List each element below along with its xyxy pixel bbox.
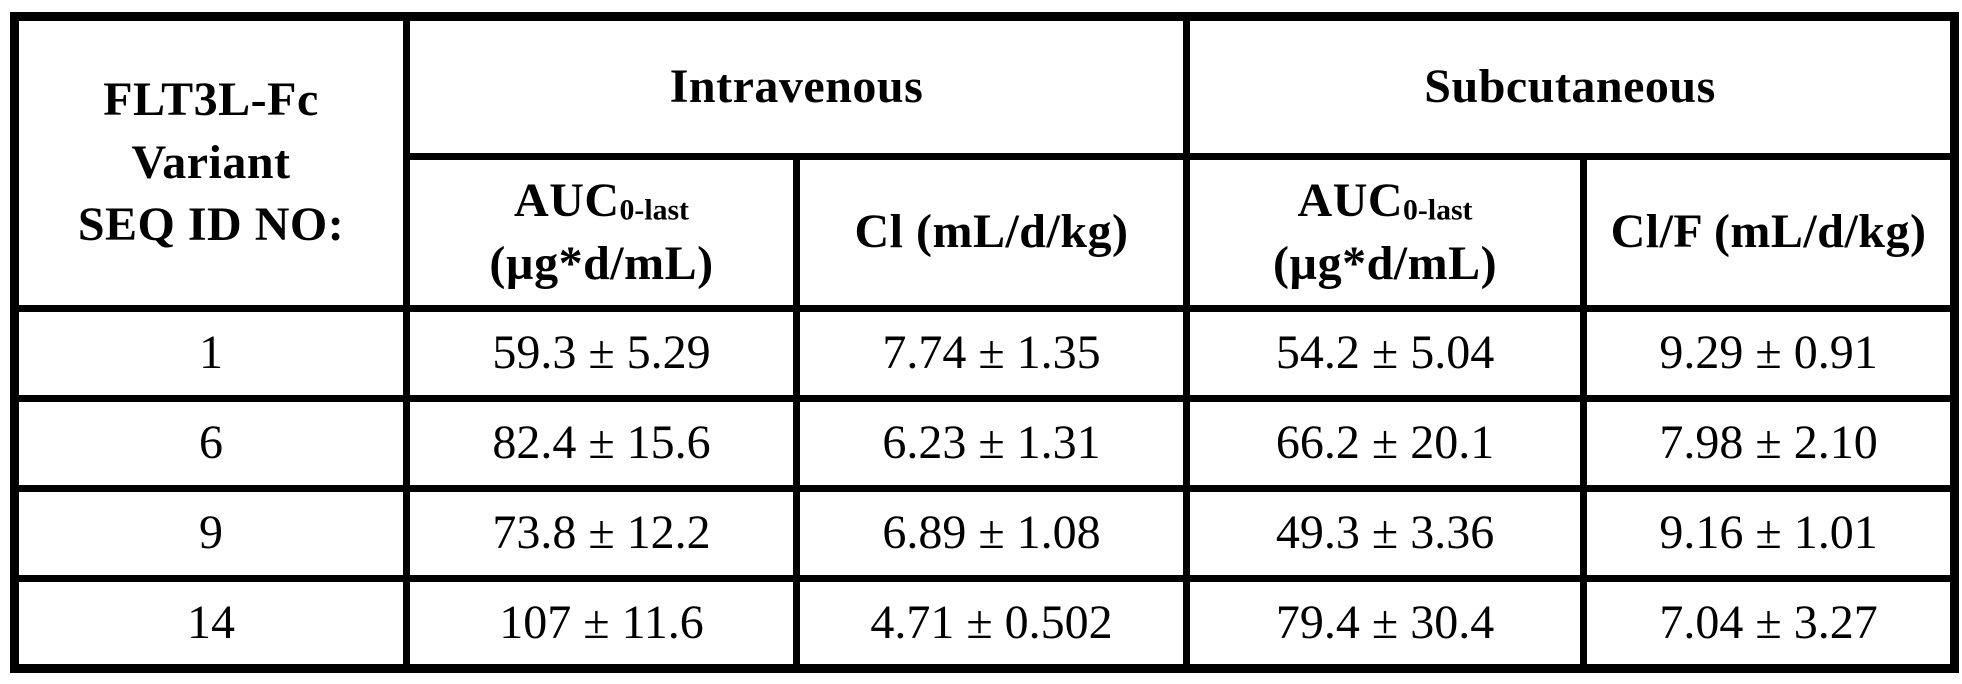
sc-clf-cell: 7.98 ± 2.10 bbox=[1580, 395, 1959, 492]
variant-cell: 14 bbox=[11, 575, 410, 672]
iv-auc-cell: 82.4 ± 15.6 bbox=[403, 395, 800, 492]
sc-auc-label: AUC bbox=[1297, 174, 1404, 228]
pk-parameters-table: FLT3L-Fc Variant SEQ ID NO: Intravenous … bbox=[10, 12, 1960, 673]
group-header-row: FLT3L-Fc Variant SEQ ID NO: Intravenous … bbox=[11, 13, 1959, 312]
iv-auc-subscript: 0-last bbox=[619, 193, 689, 227]
iv-auc-header-cell: AUC0-last (µg*d/mL) bbox=[403, 153, 800, 312]
iv-auc-cell: 107 ± 11.6 bbox=[403, 575, 800, 672]
variant-header-line-1: FLT3L-Fc bbox=[103, 73, 319, 127]
variant-header-line-3: SEQ ID NO: bbox=[77, 198, 345, 252]
variant-seq-id-header-cell: FLT3L-Fc Variant SEQ ID NO: bbox=[11, 13, 410, 312]
table-row-variant-9: 9 73.8 ± 12.2 6.89 ± 1.08 49.3 ± 3.36 9.… bbox=[11, 485, 1959, 582]
sc-clf-cell: 7.04 ± 3.27 bbox=[1580, 575, 1959, 672]
variant-header-line-2: Variant bbox=[131, 135, 291, 189]
iv-auc-cell: 73.8 ± 12.2 bbox=[403, 485, 800, 582]
sc-clf-cell: 9.29 ± 0.91 bbox=[1580, 305, 1959, 402]
iv-cl-cell: 4.71 ± 0.502 bbox=[792, 575, 1191, 672]
sc-auc-cell: 66.2 ± 20.1 bbox=[1183, 395, 1588, 492]
table-row-variant-14: 14 107 ± 11.6 4.71 ± 0.502 79.4 ± 30.4 7… bbox=[11, 575, 1959, 672]
iv-cl-cell: 7.74 ± 1.35 bbox=[792, 305, 1191, 402]
variant-cell: 6 bbox=[11, 395, 410, 492]
sc-auc-cell: 49.3 ± 3.36 bbox=[1183, 485, 1588, 582]
iv-auc-cell: 59.3 ± 5.29 bbox=[403, 305, 800, 402]
variant-cell: 9 bbox=[11, 485, 410, 582]
iv-auc-unit: (µg*d/mL) bbox=[489, 236, 714, 290]
sc-clf-cell: 9.16 ± 1.01 bbox=[1580, 485, 1959, 582]
table-row-variant-1: 1 59.3 ± 5.29 7.74 ± 1.35 54.2 ± 5.04 9.… bbox=[11, 305, 1959, 402]
subcutaneous-group-header-cell: Subcutaneous bbox=[1183, 13, 1959, 160]
sc-auc-cell: 54.2 ± 5.04 bbox=[1183, 305, 1588, 402]
variant-cell: 1 bbox=[11, 305, 410, 402]
iv-auc-label: AUC bbox=[514, 174, 620, 228]
sc-auc-unit: (µg*d/mL) bbox=[1272, 236, 1498, 290]
iv-cl-cell: 6.89 ± 1.08 bbox=[792, 485, 1191, 582]
table-row-variant-6: 6 82.4 ± 15.6 6.23 ± 1.31 66.2 ± 20.1 7.… bbox=[11, 395, 1959, 492]
iv-cl-header-cell: Cl (mL/d/kg) bbox=[792, 153, 1191, 312]
sc-auc-cell: 79.4 ± 30.4 bbox=[1183, 575, 1588, 672]
column-header-row: AUC0-last (µg*d/mL) Cl (mL/d/kg) AUC0-la… bbox=[15, 153, 1959, 312]
sc-auc-header-cell: AUC0-last (µg*d/mL) bbox=[1183, 153, 1588, 312]
sc-auc-subscript: 0-last bbox=[1403, 193, 1473, 227]
iv-cl-cell: 6.23 ± 1.31 bbox=[792, 395, 1191, 492]
sc-clf-header-cell: Cl/F (mL/d/kg) bbox=[1580, 153, 1959, 312]
intravenous-group-header-cell: Intravenous bbox=[402, 13, 1191, 160]
